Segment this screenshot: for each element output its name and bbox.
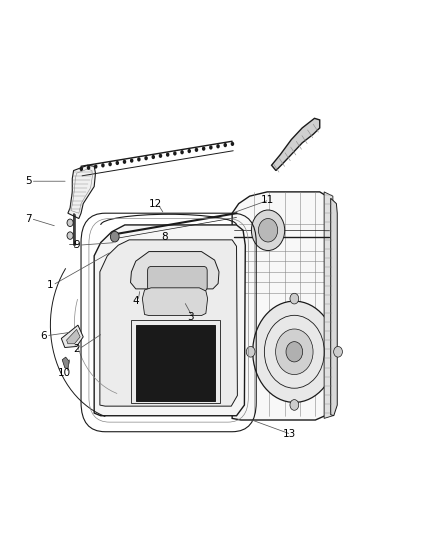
Text: 2: 2 — [73, 344, 80, 354]
Circle shape — [173, 151, 177, 156]
Text: 5: 5 — [25, 176, 32, 186]
Circle shape — [166, 152, 170, 157]
Circle shape — [94, 164, 98, 168]
Circle shape — [87, 166, 90, 170]
Polygon shape — [62, 357, 69, 369]
Text: 10: 10 — [58, 368, 71, 378]
Circle shape — [67, 232, 73, 239]
Polygon shape — [61, 325, 83, 348]
Circle shape — [187, 149, 191, 153]
Polygon shape — [67, 329, 80, 344]
Circle shape — [108, 162, 112, 166]
Polygon shape — [68, 165, 95, 219]
Circle shape — [223, 143, 227, 147]
Text: 3: 3 — [187, 312, 194, 322]
Circle shape — [152, 155, 155, 159]
Circle shape — [209, 146, 212, 150]
Circle shape — [130, 158, 134, 163]
Text: 7: 7 — [25, 214, 32, 223]
Circle shape — [231, 142, 234, 146]
Circle shape — [137, 157, 141, 161]
Text: 4: 4 — [132, 296, 139, 306]
Text: 11: 11 — [261, 195, 274, 205]
Circle shape — [216, 144, 220, 148]
Circle shape — [123, 160, 126, 164]
Circle shape — [67, 219, 73, 227]
Circle shape — [290, 400, 299, 410]
Text: 12: 12 — [149, 199, 162, 208]
Circle shape — [334, 346, 343, 357]
Circle shape — [276, 329, 313, 375]
Circle shape — [290, 293, 299, 304]
Circle shape — [202, 147, 205, 151]
Text: 6: 6 — [40, 331, 47, 341]
Text: 9: 9 — [73, 240, 80, 250]
Text: 1: 1 — [47, 280, 54, 290]
Circle shape — [116, 161, 119, 165]
Polygon shape — [136, 325, 215, 401]
Circle shape — [251, 210, 285, 251]
Text: 8: 8 — [161, 232, 168, 242]
Polygon shape — [94, 225, 245, 416]
Text: 13: 13 — [283, 430, 296, 439]
Polygon shape — [272, 118, 320, 171]
FancyBboxPatch shape — [148, 266, 207, 291]
Circle shape — [246, 346, 255, 357]
Circle shape — [159, 154, 162, 158]
Polygon shape — [142, 288, 208, 316]
Polygon shape — [100, 240, 237, 406]
Polygon shape — [232, 192, 332, 420]
Circle shape — [110, 231, 119, 242]
Circle shape — [145, 156, 148, 160]
Circle shape — [80, 167, 83, 171]
Circle shape — [253, 301, 336, 402]
Polygon shape — [331, 198, 337, 416]
Circle shape — [258, 219, 278, 242]
Polygon shape — [131, 252, 219, 289]
Circle shape — [180, 150, 184, 155]
Circle shape — [101, 163, 105, 167]
Circle shape — [286, 342, 303, 362]
Circle shape — [195, 148, 198, 152]
Polygon shape — [324, 192, 333, 418]
